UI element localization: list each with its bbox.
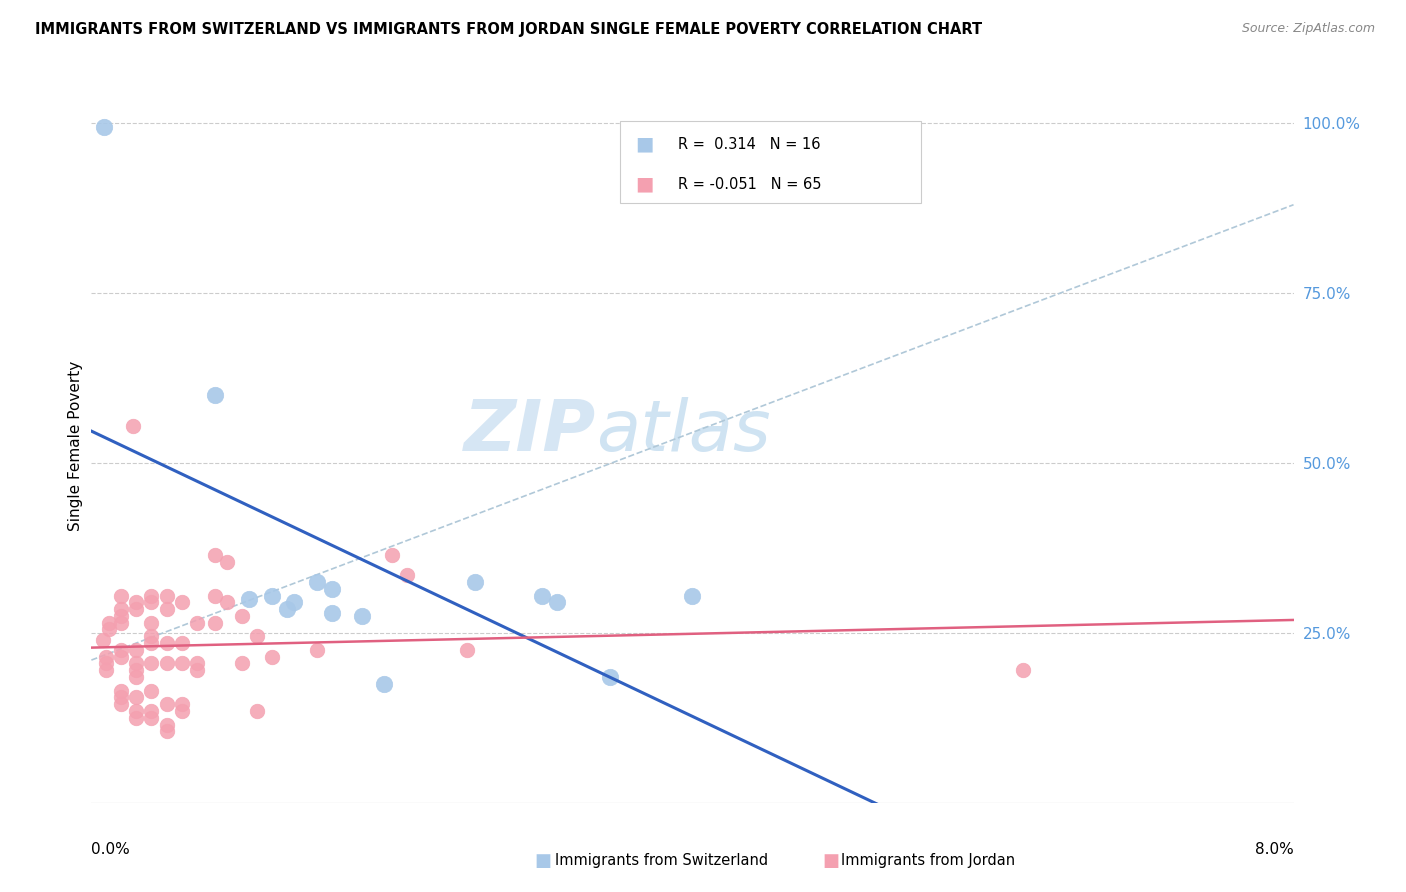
Point xyxy=(110,643,132,657)
Point xyxy=(350,608,373,623)
Text: ZIP: ZIP xyxy=(464,397,596,467)
Point xyxy=(110,690,132,705)
Point xyxy=(125,595,148,609)
Point xyxy=(125,670,148,684)
Point xyxy=(231,657,253,671)
Point xyxy=(170,657,193,671)
Text: ■: ■ xyxy=(823,852,839,870)
Point xyxy=(464,574,486,589)
Point xyxy=(141,683,163,698)
Point xyxy=(110,698,132,712)
Point xyxy=(456,643,478,657)
Point xyxy=(96,663,118,677)
Point xyxy=(93,120,115,134)
Text: IMMIGRANTS FROM SWITZERLAND VS IMMIGRANTS FROM JORDAN SINGLE FEMALE POVERTY CORR: IMMIGRANTS FROM SWITZERLAND VS IMMIGRANT… xyxy=(35,22,983,37)
Point xyxy=(260,589,283,603)
Text: R =  0.314   N = 16: R = 0.314 N = 16 xyxy=(678,136,821,152)
Point xyxy=(110,649,132,664)
Point xyxy=(155,636,177,650)
Point xyxy=(110,615,132,630)
Point xyxy=(238,591,260,606)
FancyBboxPatch shape xyxy=(620,121,921,203)
Text: Immigrants from Switzerland: Immigrants from Switzerland xyxy=(555,854,769,868)
Point xyxy=(125,711,148,725)
Text: Source: ZipAtlas.com: Source: ZipAtlas.com xyxy=(1241,22,1375,36)
Point xyxy=(204,388,226,402)
Point xyxy=(125,663,148,677)
Text: ■: ■ xyxy=(634,135,654,153)
Point xyxy=(546,595,568,609)
Point xyxy=(141,589,163,603)
Y-axis label: Single Female Poverty: Single Female Poverty xyxy=(67,361,83,531)
Text: ■: ■ xyxy=(534,852,551,870)
Point xyxy=(125,657,148,671)
Point xyxy=(125,704,148,718)
Point xyxy=(531,589,554,603)
Text: 8.0%: 8.0% xyxy=(1254,842,1294,857)
Point xyxy=(155,657,177,671)
Point xyxy=(186,663,208,677)
Point xyxy=(122,418,145,433)
Point xyxy=(155,724,177,739)
Point xyxy=(110,608,132,623)
Text: R = -0.051   N = 65: R = -0.051 N = 65 xyxy=(678,177,821,192)
Point xyxy=(170,595,193,609)
Point xyxy=(260,649,283,664)
Point xyxy=(125,602,148,616)
Text: atlas: atlas xyxy=(596,397,770,467)
Text: Immigrants from Jordan: Immigrants from Jordan xyxy=(841,854,1015,868)
Point xyxy=(155,589,177,603)
Point xyxy=(321,582,343,596)
Point xyxy=(599,670,621,684)
Point xyxy=(141,711,163,725)
Point xyxy=(141,629,163,643)
Point xyxy=(215,595,238,609)
Point xyxy=(305,643,328,657)
Point xyxy=(125,643,148,657)
Point xyxy=(141,595,163,609)
Point xyxy=(96,649,118,664)
Point xyxy=(305,574,328,589)
Point xyxy=(681,589,703,603)
Point xyxy=(141,657,163,671)
Point xyxy=(98,615,121,630)
Point xyxy=(98,623,121,637)
Point xyxy=(110,602,132,616)
Text: ■: ■ xyxy=(634,175,654,194)
Point xyxy=(246,629,269,643)
Point xyxy=(93,632,115,647)
Point xyxy=(186,615,208,630)
Point xyxy=(283,595,305,609)
Point xyxy=(155,698,177,712)
Point xyxy=(170,636,193,650)
Point xyxy=(141,615,163,630)
Point xyxy=(204,548,226,562)
Point xyxy=(141,636,163,650)
Point xyxy=(170,698,193,712)
Point xyxy=(381,548,404,562)
Point xyxy=(231,608,253,623)
Point xyxy=(215,555,238,569)
Point xyxy=(155,602,177,616)
Text: 0.0%: 0.0% xyxy=(91,842,131,857)
Point xyxy=(186,657,208,671)
Point xyxy=(373,677,395,691)
Point xyxy=(204,589,226,603)
Point xyxy=(321,606,343,620)
Point xyxy=(141,704,163,718)
Point xyxy=(155,717,177,731)
Point xyxy=(246,704,269,718)
Point xyxy=(204,615,226,630)
Point xyxy=(170,704,193,718)
Point xyxy=(96,657,118,671)
Point xyxy=(1012,663,1035,677)
Point xyxy=(110,683,132,698)
Point xyxy=(395,568,418,582)
Point xyxy=(276,602,298,616)
Point xyxy=(125,690,148,705)
Point xyxy=(110,589,132,603)
